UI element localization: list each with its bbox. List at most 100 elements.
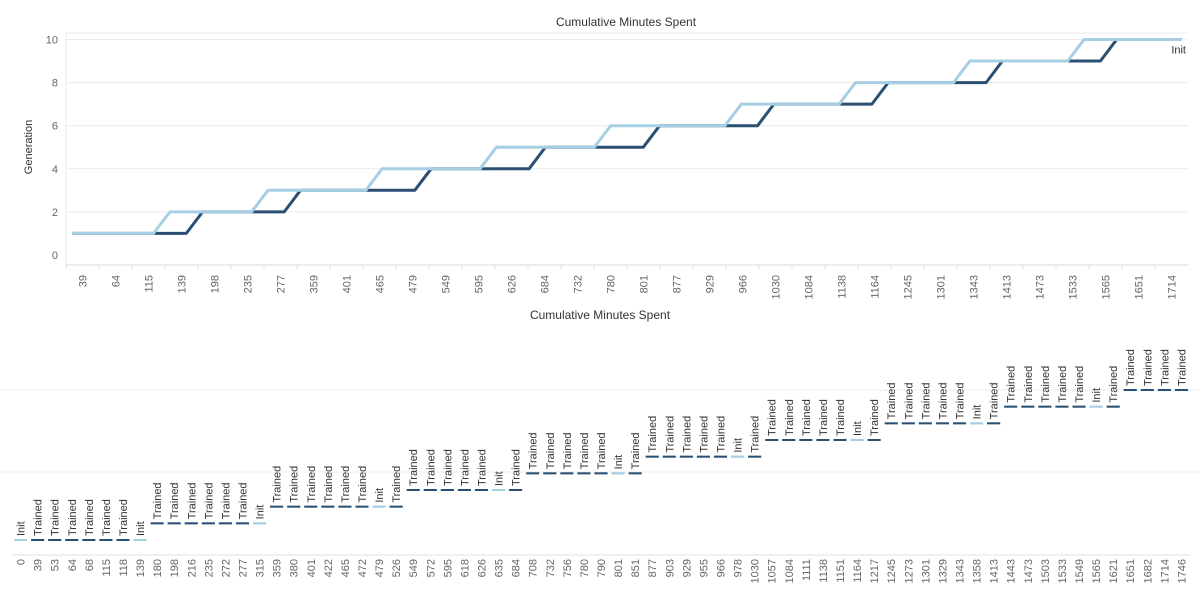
bottom-mark-trained	[679, 455, 693, 458]
bottom-chart-title: Cumulative Minutes Spent	[530, 308, 671, 322]
bottom-mark-label: Trained	[169, 482, 181, 519]
bottom-mark-trained	[474, 489, 489, 491]
top-x-tick-label: 595	[474, 275, 486, 293]
bottom-mark-label: Trained	[1176, 349, 1188, 386]
bottom-mark-trained	[355, 505, 369, 508]
top-x-tick-label: 1164	[870, 275, 882, 299]
bottom-mark-trained	[645, 455, 659, 458]
bottom-x-tick-label: 235	[203, 559, 215, 577]
top-x-tick-label: 39	[78, 275, 90, 287]
bottom-x-tick-label: 549	[408, 559, 420, 577]
bottom-mark-trained	[543, 472, 557, 475]
bottom-mark-trained	[304, 505, 318, 508]
bottom-x-tick-label: 1549	[1074, 559, 1086, 583]
bottom-mark-label: Trained	[391, 466, 403, 503]
bottom-x-tick-label: 978	[733, 559, 745, 577]
top-x-tick-label: 1030	[771, 275, 783, 299]
bottom-x-tick-label: 1682	[1142, 559, 1154, 583]
bottom-x-tick-label: 180	[152, 559, 164, 577]
bottom-x-tick-label: 1138	[818, 559, 830, 583]
bottom-mark-trained	[782, 439, 796, 441]
bottom-mark-trained	[31, 539, 45, 541]
bottom-mark-label: Trained	[272, 466, 284, 503]
bottom-mark-trained	[253, 522, 267, 525]
bottom-mark-trained	[713, 455, 728, 458]
bottom-mark-label: Trained	[784, 399, 796, 436]
bottom-mark-label: Init	[16, 521, 28, 536]
top-x-tick-label: 929	[705, 275, 717, 293]
top-x-tick-label: 1413	[1002, 275, 1014, 299]
bottom-mark-trained	[1089, 405, 1103, 408]
bottom-x-tick-label: 1358	[972, 559, 984, 583]
bottom-x-tick-label: 53	[50, 559, 62, 571]
bottom-x-tick-label: 1301	[920, 559, 932, 583]
bottom-mark-trained	[65, 539, 79, 541]
bottom-x-tick-label: 1057	[767, 559, 779, 583]
top-x-tick-label: 235	[243, 275, 255, 293]
top-x-tick-label: 732	[573, 275, 585, 293]
bottom-mark-label: Init	[972, 405, 984, 420]
top-x-tick-label: 1343	[969, 275, 981, 299]
bottom-x-tick-label: 1746	[1176, 559, 1188, 583]
bottom-x-tick-label: 315	[255, 559, 267, 577]
top-x-tick-label: 966	[738, 275, 750, 293]
bottom-mark-trained	[696, 455, 710, 458]
top-y-tick-label: 8	[52, 78, 58, 90]
bottom-x-tick-label: 216	[186, 559, 198, 577]
bottom-x-tick-label: 359	[272, 559, 284, 577]
bottom-mark-label: Trained	[1006, 366, 1018, 403]
bottom-mark-trained	[867, 439, 881, 441]
bottom-mark-trained	[457, 489, 471, 491]
bottom-mark-label: Trained	[562, 432, 574, 469]
bottom-mark-trained	[594, 472, 608, 475]
top-x-tick-label: 64	[111, 275, 123, 287]
top-x-tick-label: 1565	[1101, 275, 1113, 299]
bottom-mark-label: Trained	[289, 466, 301, 503]
bottom-mark-label: Trained	[306, 466, 318, 503]
top-x-tick-label: 1714	[1167, 275, 1179, 299]
bottom-mark-label: Trained	[152, 482, 164, 519]
bottom-mark-trained	[901, 422, 915, 425]
bottom-mark-label: Trained	[203, 482, 215, 519]
bottom-mark-label: Trained	[84, 499, 96, 536]
bottom-mark-trained	[492, 489, 506, 491]
bottom-mark-trained	[406, 489, 420, 491]
bottom-mark-label: Trained	[937, 382, 949, 419]
bottom-mark-label: Trained	[1108, 366, 1120, 403]
top-series-line	[72, 38, 1182, 235]
bottom-mark-label: Trained	[869, 399, 881, 436]
bottom-mark-trained	[1123, 389, 1137, 391]
top-chart-ylabel: Generation	[23, 120, 35, 174]
bottom-mark-label: Trained	[67, 499, 79, 536]
bottom-mark-trained	[833, 439, 847, 441]
top-x-tick-label: 549	[441, 275, 453, 293]
bottom-mark-label: Trained	[408, 449, 420, 486]
bottom-x-tick-label: 401	[306, 559, 318, 577]
top-x-tick-label: 115	[144, 275, 156, 293]
bottom-x-tick-label: 790	[596, 559, 608, 577]
bottom-mark-label: Trained	[237, 482, 249, 519]
bottom-mark-trained	[799, 439, 813, 441]
bottom-mark-trained	[48, 539, 62, 541]
bottom-mark-label: Init	[135, 521, 147, 536]
bottom-mark-label: Trained	[835, 399, 847, 436]
bottom-x-tick-label: 1245	[886, 559, 898, 583]
top-x-tick-label: 1245	[903, 275, 915, 299]
bottom-x-tick-label: 1443	[1006, 559, 1018, 583]
bottom-mark-trained	[748, 455, 762, 458]
bottom-mark-label: Trained	[664, 416, 676, 453]
bottom-mark-trained	[628, 472, 642, 475]
bottom-mark-label: Trained	[596, 432, 608, 469]
bottom-mark-label: Init	[374, 488, 386, 503]
bottom-mark-trained	[850, 439, 864, 441]
bottom-x-tick-label: 1503	[1040, 559, 1052, 583]
bottom-mark-label: Trained	[1057, 366, 1069, 403]
bottom-mark-label: Trained	[545, 432, 557, 469]
top-y-tick-label: 0	[52, 250, 58, 262]
bottom-mark-trained	[952, 422, 967, 425]
bottom-x-tick-label: 277	[237, 559, 249, 577]
bottom-x-tick-label: 272	[220, 559, 232, 577]
top-y-tick-label: 6	[52, 121, 58, 133]
bottom-mark-trained	[287, 505, 301, 508]
bottom-mark-label: Trained	[459, 449, 471, 486]
